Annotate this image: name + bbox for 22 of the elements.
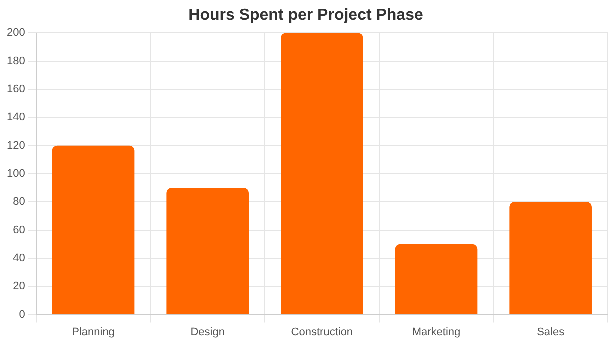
- y-tick-label: 160: [6, 84, 26, 96]
- y-tick-label: 20: [13, 280, 26, 293]
- y-tick-label: 60: [13, 224, 26, 236]
- x-tick-label: Planning: [72, 326, 115, 338]
- y-tick-label: 100: [6, 168, 26, 180]
- bar: [52, 146, 135, 314]
- y-tick-label: 120: [6, 140, 26, 152]
- x-tick-label: Construction: [291, 326, 354, 338]
- y-tick-label: 140: [6, 112, 26, 124]
- y-tick-label: 180: [6, 55, 26, 68]
- bar: [166, 188, 250, 314]
- bar: [510, 202, 592, 314]
- x-tick-label: Design: [190, 326, 225, 338]
- bar: [395, 244, 478, 314]
- x-tick-label: Sales: [537, 326, 566, 338]
- y-tick-label: 200: [6, 27, 26, 40]
- y-tick-label: 80: [13, 196, 26, 208]
- chart-title: Hours Spent per Project Phase: [188, 7, 424, 24]
- bar: [281, 33, 364, 314]
- y-tick-label: 40: [13, 252, 26, 265]
- y-tick-label: 0: [19, 308, 26, 321]
- x-tick-label: Marketing: [412, 326, 461, 338]
